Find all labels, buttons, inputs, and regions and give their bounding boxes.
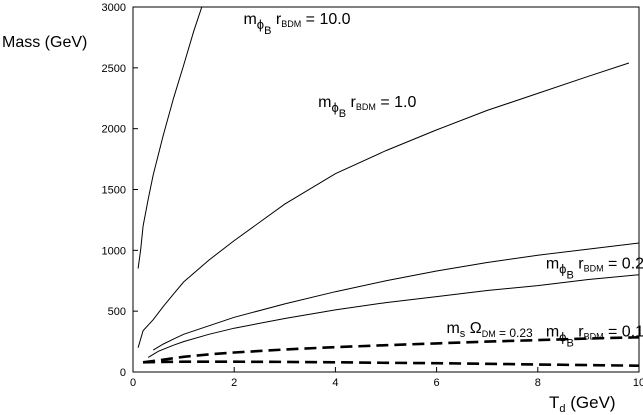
axis-ticks: 0 2 4 6 8 10 0 500 1000 1500 2000 2500 3000 bbox=[102, 2, 643, 389]
label-phi-sub: B bbox=[339, 108, 346, 120]
label-omega: Ω bbox=[470, 320, 482, 337]
label-value: = 10.0 bbox=[301, 11, 350, 28]
x-axis-label: Td (GeV) bbox=[549, 393, 616, 415]
label-r: r bbox=[351, 94, 357, 111]
label-r-sub: BDM bbox=[584, 332, 604, 342]
label-omega-sub: DM bbox=[482, 329, 496, 339]
label-phi: ϕ bbox=[257, 17, 264, 32]
series-label-2: mϕB rBDM = 0.2 bbox=[546, 256, 643, 282]
x-tick-label: 4 bbox=[332, 377, 338, 389]
label-phi: ϕ bbox=[559, 262, 566, 277]
label-value: = 0.2 bbox=[604, 256, 643, 273]
y-tick-label: 1500 bbox=[102, 185, 126, 197]
series-line-5 bbox=[143, 360, 639, 367]
y-tick-label: 3000 bbox=[102, 2, 126, 14]
x-tick-label: 2 bbox=[231, 377, 237, 389]
series-line-3 bbox=[147, 274, 639, 358]
series-label-3: mϕB rBDM = 0.1 bbox=[546, 324, 643, 350]
x-tick-label: 8 bbox=[535, 377, 541, 389]
label-m: m bbox=[243, 11, 256, 28]
x-tick-label: 0 bbox=[130, 377, 136, 389]
series-label-4: ms ΩDM = 0.23 bbox=[446, 320, 533, 340]
label-phi: ϕ bbox=[331, 100, 338, 115]
label-phi-sub: B bbox=[566, 338, 573, 350]
x-axis-label-unit: (GeV) bbox=[566, 393, 616, 412]
y-tick-label: 1000 bbox=[102, 245, 126, 257]
series-line-2 bbox=[152, 242, 639, 351]
plot-area bbox=[132, 6, 640, 373]
label-r-sub: BDM bbox=[356, 102, 376, 112]
x-axis-label-main: T bbox=[549, 393, 559, 412]
label-sub: s bbox=[460, 328, 466, 340]
series-line-0 bbox=[137, 7, 203, 269]
series-label-0: mϕB rBDM = 10.0 bbox=[243, 11, 350, 37]
label-r-sub: BDM bbox=[584, 264, 604, 274]
series-line-1 bbox=[137, 62, 630, 348]
series-line-4 bbox=[142, 336, 639, 364]
label-r: r bbox=[578, 256, 584, 273]
label-r-sub: BDM bbox=[281, 19, 301, 29]
label-m: m bbox=[446, 320, 459, 337]
label-value: = 1.0 bbox=[376, 94, 417, 111]
label-phi-sub: B bbox=[566, 270, 573, 282]
y-tick-label: 0 bbox=[120, 367, 126, 379]
label-m: m bbox=[318, 94, 331, 111]
label-value: = 0.23 bbox=[496, 326, 533, 340]
label-r: r bbox=[578, 324, 584, 341]
label-phi-sub: B bbox=[264, 25, 271, 37]
x-tick-label: 6 bbox=[434, 377, 440, 389]
label-value: = 0.1 bbox=[604, 324, 643, 341]
curves bbox=[137, 7, 639, 367]
x-tick-label: 10 bbox=[633, 377, 643, 389]
label-r: r bbox=[276, 11, 282, 28]
label-m: m bbox=[546, 256, 559, 273]
series-label-1: mϕB rBDM = 1.0 bbox=[318, 94, 416, 120]
y-tick-label: 2500 bbox=[102, 63, 126, 75]
label-phi: ϕ bbox=[559, 330, 566, 345]
y-axis-label: Mass (GeV) bbox=[2, 34, 87, 51]
y-tick-label: 500 bbox=[108, 306, 126, 318]
x-axis-label-sub: d bbox=[559, 403, 565, 415]
label-m: m bbox=[546, 324, 559, 341]
y-tick-label: 2000 bbox=[102, 124, 126, 136]
